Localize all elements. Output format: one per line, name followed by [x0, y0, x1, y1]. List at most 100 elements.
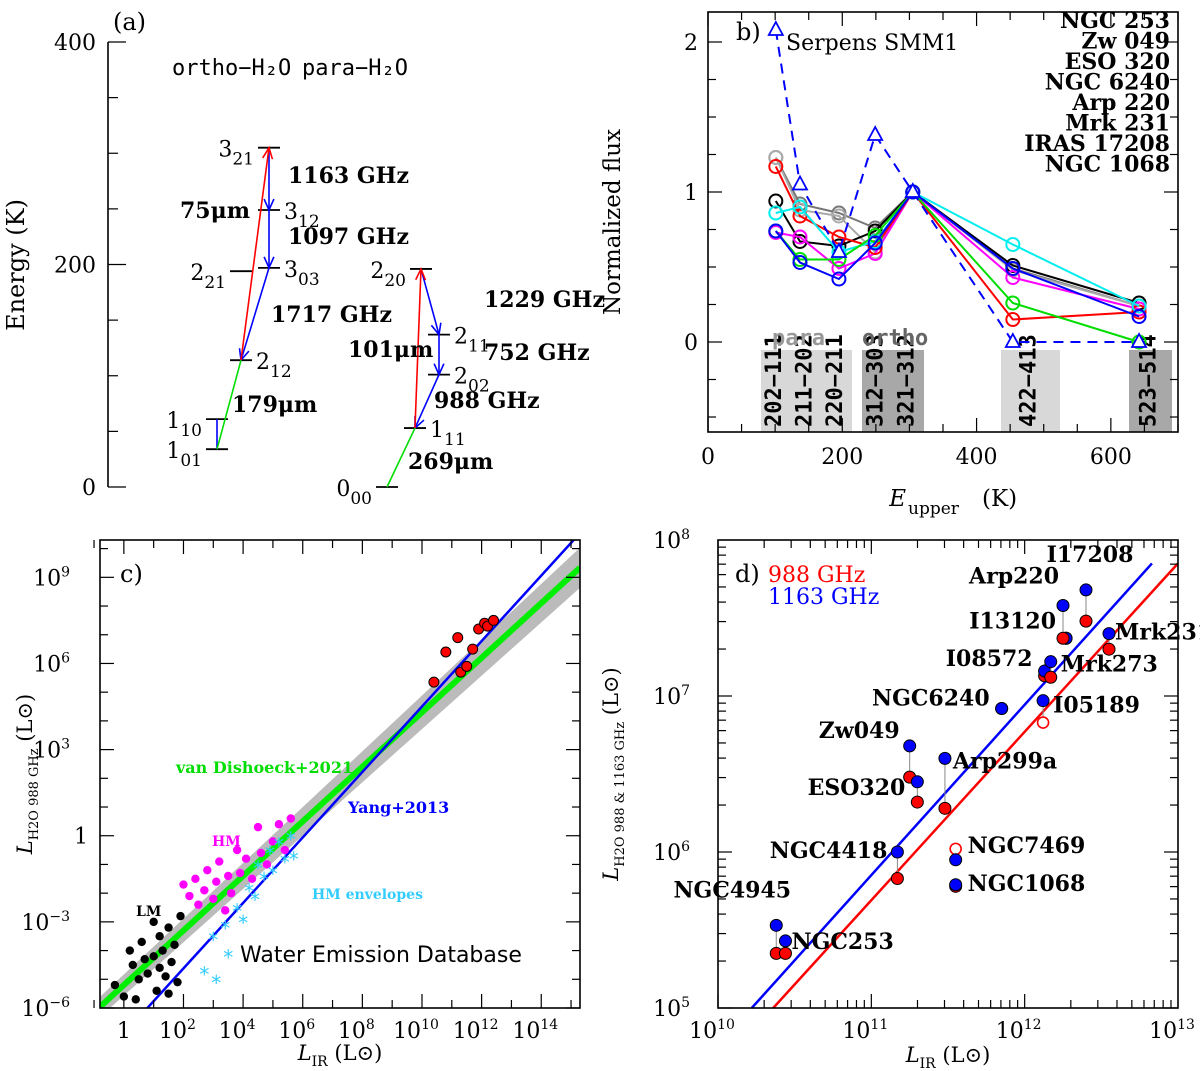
data-point: * — [253, 856, 263, 880]
level-label-2_20: 220 — [370, 259, 406, 291]
point-1163 — [949, 878, 963, 892]
panel-c-y-tick-label: 109 — [33, 564, 70, 591]
svg-text:LH2O 988 GHz (L⊙): LH2O 988 GHz (L⊙) — [13, 694, 42, 856]
band-transition-label: 312−303 — [864, 334, 889, 427]
transition-band — [1129, 350, 1172, 432]
point-988 — [910, 795, 924, 809]
level-label-2_12: 212 — [256, 350, 292, 382]
point-1163 — [1056, 599, 1070, 613]
series-point — [1130, 332, 1148, 348]
galaxy-label: NGC6240 — [872, 685, 990, 711]
band-transition-label: 422−413 — [1017, 334, 1042, 427]
legend-entry: IRAS 17208 — [1024, 131, 1170, 157]
group-hm-envelopes: ***************** — [199, 828, 298, 996]
series-line — [774, 190, 1140, 304]
series-point — [904, 182, 922, 198]
level-label-1_10: 110 — [166, 409, 202, 441]
data-point: * — [220, 917, 230, 941]
band-transition-label: 523−514 — [1137, 334, 1162, 427]
data-point — [173, 977, 182, 987]
data-point — [200, 886, 209, 895]
data-point — [110, 980, 120, 990]
panel-b-label: b) — [736, 18, 761, 46]
data-point — [131, 995, 140, 1004]
data-point — [170, 940, 179, 950]
point-1163 — [1036, 694, 1050, 708]
data-point — [452, 632, 464, 644]
data-point: * — [274, 833, 284, 857]
data-point — [167, 957, 176, 967]
svg-text:LH2O 988 & 1163 GHz (L⊙): LH2O 988 & 1163 GHz (L⊙) — [599, 667, 628, 881]
series-point — [866, 125, 884, 141]
series-point — [1005, 312, 1021, 327]
galaxy-label: I17208 — [1047, 542, 1134, 568]
galaxy-mrk273: Mrk273 — [1044, 652, 1158, 684]
transition-75um-head — [262, 145, 274, 160]
data-point — [209, 894, 218, 904]
point-1163 — [1079, 583, 1093, 597]
band-transition-label: 220−211 — [823, 334, 848, 427]
data-point — [226, 888, 236, 898]
transition-label: 269μm — [408, 449, 493, 475]
data-point: * — [211, 971, 221, 995]
panel-a-tick-label: 200 — [54, 254, 96, 279]
series-serpens-smm1 — [767, 20, 1148, 348]
point-988 — [1056, 631, 1070, 645]
galaxy-label: ESO320 — [808, 775, 906, 801]
panel-b-x-label-unit: (K) — [982, 486, 1017, 512]
legend-serpens: Serpens SMM1 — [786, 31, 958, 56]
transition-band — [862, 350, 924, 432]
series-point — [867, 235, 883, 251]
panel-c-x-tick-label: 108 — [338, 1017, 375, 1044]
group-galaxies — [428, 614, 500, 688]
band-transition-label: 321−312 — [895, 334, 920, 427]
panel-c-y-tick-label: 10−6 — [21, 995, 70, 1022]
database-label: Water Emission Database — [240, 943, 522, 968]
panel-d-y-tick-label: 106 — [653, 839, 690, 866]
point-988 — [938, 801, 952, 815]
galaxy-i17208: I17208 — [1047, 542, 1134, 628]
level-label-3_12: 312 — [284, 200, 320, 232]
series-zw-049 — [768, 184, 1147, 324]
panel-b-x-tick-label: 600 — [1090, 445, 1132, 470]
data-point — [461, 660, 473, 672]
series-point — [792, 199, 808, 215]
svg-text:LIR (L⊙): LIR (L⊙) — [297, 1041, 383, 1070]
series-point — [768, 223, 784, 239]
panel-a-tick-label: 0 — [82, 476, 96, 501]
transition-1229 — [420, 268, 440, 335]
series-point — [767, 20, 785, 36]
band-transition-label: 211−202 — [793, 334, 818, 427]
ortho-title: ortho−H₂O — [172, 56, 291, 81]
transition-269um — [386, 427, 416, 488]
panel-c-y-tick-label: 1 — [74, 825, 88, 850]
data-point — [158, 946, 167, 955]
fit-van-dishoeck — [100, 565, 580, 1008]
data-point — [256, 848, 266, 858]
panel-a-tick-label: 400 — [54, 31, 96, 56]
panel-c-x-tick-label: 104 — [219, 1017, 256, 1044]
panel-c-x-tick-label: 106 — [278, 1017, 315, 1044]
galaxy-label: Arp299a — [952, 748, 1057, 774]
series-line — [775, 190, 1140, 318]
point-1163 — [890, 845, 904, 859]
data-point — [488, 614, 500, 626]
series-point — [831, 271, 847, 287]
panel-c-x-tick-label: 1012 — [453, 1017, 499, 1044]
point-1163 — [1044, 655, 1058, 669]
series-point — [830, 242, 848, 258]
data-point: * — [289, 848, 299, 872]
para-band-label: para — [772, 326, 825, 351]
galaxy-arp220: Arp220 — [968, 564, 1070, 645]
data-point — [268, 837, 278, 846]
level-label-2_11: 211 — [454, 325, 490, 357]
data-point — [428, 676, 440, 688]
series-point — [1005, 295, 1021, 311]
galaxy-i05189: I05189 — [1036, 693, 1140, 729]
transition-75um — [240, 147, 270, 361]
panel-b-y-tick-label: 1 — [684, 181, 698, 206]
point-1163 — [949, 853, 963, 867]
transition-band — [761, 350, 852, 432]
